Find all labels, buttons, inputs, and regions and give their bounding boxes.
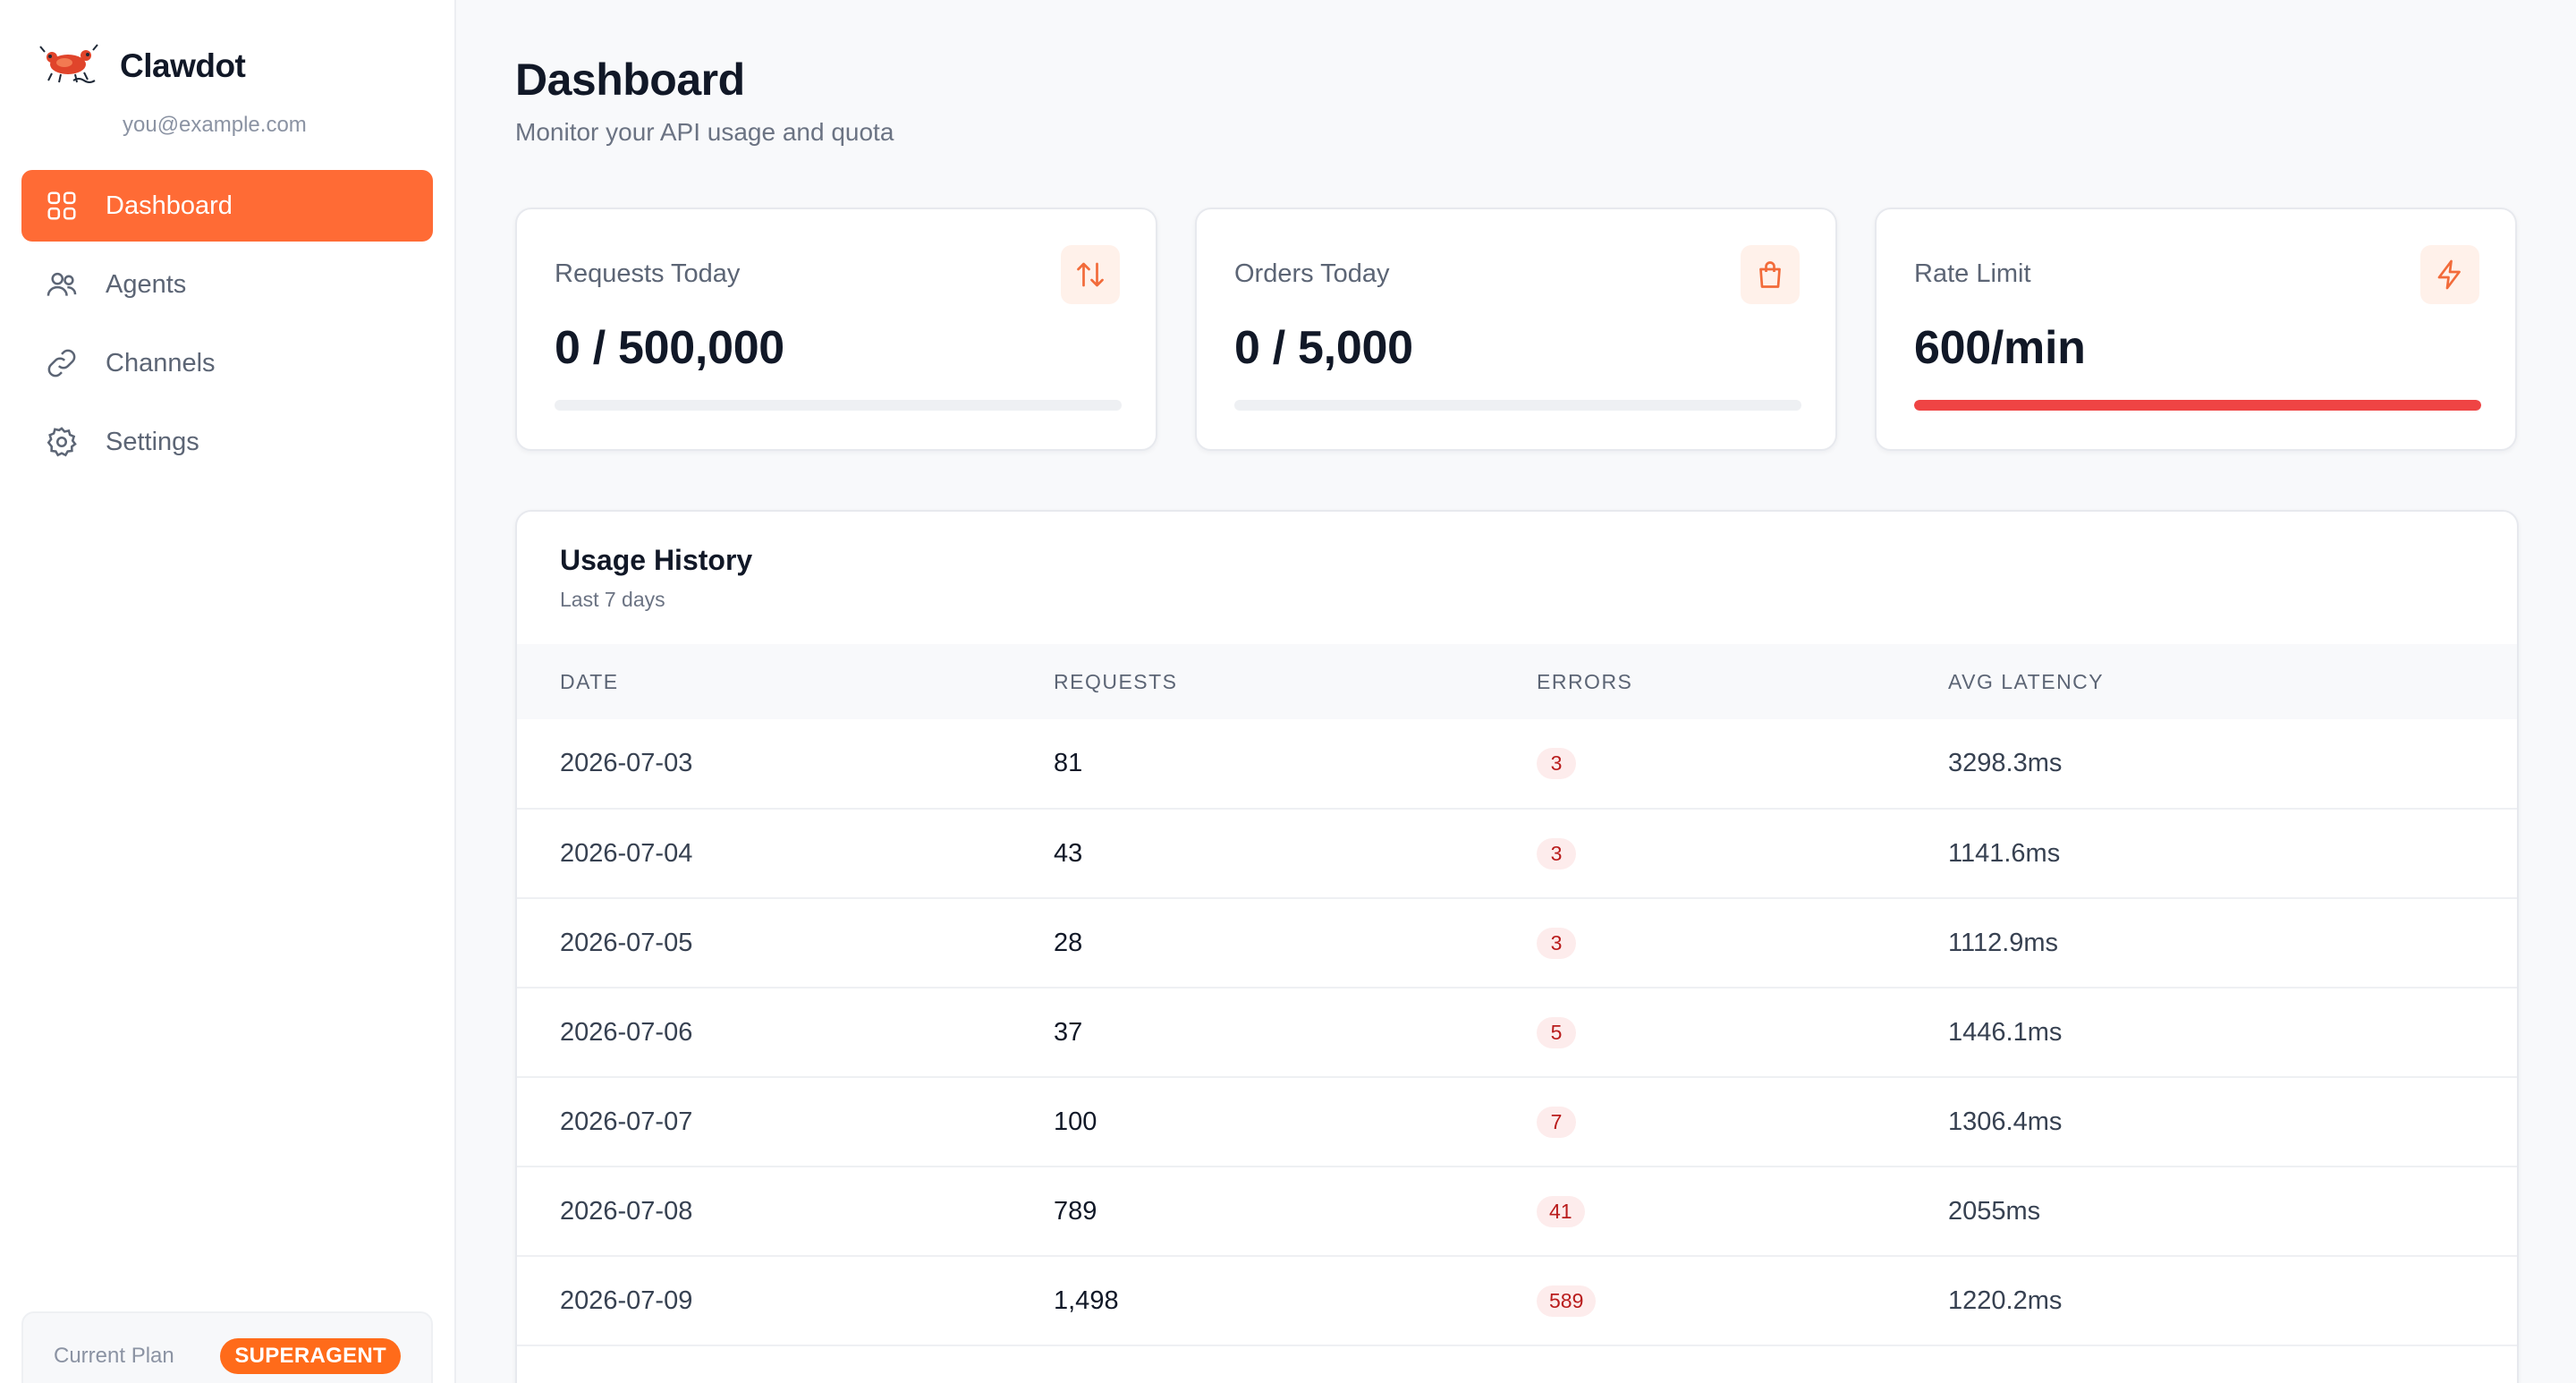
sidebar-item-dashboard[interactable]: Dashboard — [21, 170, 433, 242]
cell-errors: 41 — [1537, 1167, 1948, 1256]
cell-errors: 3 — [1537, 809, 1948, 898]
plan-label: Current Plan — [54, 1344, 174, 1368]
cell-requests: 789 — [1054, 1196, 1097, 1226]
sidebar-item-label: Channels — [106, 348, 216, 378]
error-badge: 41 — [1537, 1195, 1585, 1227]
table-row: 2026-07-05 28 3 1112.9ms — [517, 898, 2517, 988]
error-badge: 7 — [1537, 1106, 1576, 1138]
sidebar: Clawdot you@example.com Dashboard — [0, 0, 456, 1383]
sidebar-item-settings[interactable]: Settings — [21, 406, 433, 478]
cell-requests: 81 — [1054, 749, 1083, 777]
main-content: Dashboard Monitor your API usage and quo… — [456, 0, 2576, 1383]
sidebar-item-label: Dashboard — [106, 191, 233, 220]
cell-date: 2026-07-04 — [560, 838, 693, 868]
cell-latency: 1446.1ms — [1948, 1017, 2063, 1047]
brand[interactable]: Clawdot — [21, 32, 433, 100]
cell-date: 2026-07-03 — [560, 749, 693, 777]
cell-date: 2026-07-06 — [560, 1017, 693, 1047]
clawdot-logo — [39, 44, 98, 83]
sidebar-item-label: Settings — [106, 427, 199, 456]
table-header-row: Date Requests Errors Avg Latency — [517, 644, 2517, 719]
table-row: 2026-07-08 789 41 2055ms — [517, 1167, 2517, 1256]
cell-latency: 1141.6ms — [1948, 838, 2061, 868]
progress-bar — [555, 400, 1122, 411]
page-subtitle: Monitor your API usage and quota — [515, 118, 894, 146]
section-title: Usage History — [560, 544, 753, 576]
progress-bar — [1914, 400, 2481, 411]
column-header-errors[interactable]: Errors — [1537, 669, 1633, 693]
user-email: you@example.com — [123, 113, 307, 137]
stats-row: Requests Today 0 / 500,000 Orders Today — [515, 208, 2519, 451]
cell-errors: 7 — [1537, 1077, 1948, 1167]
lightning-icon — [2420, 245, 2479, 304]
cell-requests: 1,498 — [1054, 1285, 1119, 1315]
cell-errors: 5 — [1537, 988, 1948, 1077]
cell-latency: 1220.2ms — [1948, 1285, 2063, 1315]
usage-history-table: Date Requests Errors Avg Latency 2026-07… — [517, 644, 2517, 1346]
progress-fill — [1914, 400, 2481, 411]
table-row: 2026-07-03 81 3 3298.3ms — [517, 719, 2517, 809]
users-icon — [45, 267, 79, 301]
cell-errors: 3 — [1537, 719, 1948, 809]
cell-latency: 1112.9ms — [1948, 928, 2059, 957]
stat-label: Rate Limit — [1914, 259, 2031, 288]
cell-requests: 100 — [1054, 1107, 1097, 1136]
stat-card-orders: Orders Today 0 / 5,000 — [1195, 208, 1837, 451]
plan-badge[interactable]: SUPERAGENT — [220, 1338, 401, 1374]
stat-label: Requests Today — [555, 259, 741, 288]
cell-date: 2026-07-09 — [560, 1285, 693, 1315]
page-title: Dashboard — [515, 55, 745, 105]
sidebar-nav: Dashboard Agents Channel — [21, 170, 433, 478]
error-badge: 589 — [1537, 1285, 1597, 1317]
gear-icon — [45, 425, 79, 459]
arrows-up-down-icon — [1061, 245, 1120, 304]
column-header-date[interactable]: Date — [560, 669, 619, 693]
grid-icon — [45, 189, 79, 223]
error-badge: 3 — [1537, 837, 1576, 870]
stat-card-rate-limit: Rate Limit 600/min — [1875, 208, 2517, 451]
error-badge: 3 — [1537, 927, 1576, 959]
usage-history-header: Usage History Last 7 days — [517, 512, 2517, 644]
stat-value: 0 / 500,000 — [555, 322, 784, 374]
cell-date: 2026-07-07 — [560, 1107, 693, 1136]
column-header-requests[interactable]: Requests — [1054, 669, 1178, 693]
sidebar-item-channels[interactable]: Channels — [21, 327, 433, 399]
cell-requests: 37 — [1054, 1017, 1083, 1047]
table-row: 2026-07-04 43 3 1141.6ms — [517, 809, 2517, 898]
brand-name: Clawdot — [120, 47, 246, 84]
sidebar-item-label: Agents — [106, 269, 187, 299]
progress-bar — [1234, 400, 1801, 411]
table-row: 2026-07-09 1,498 589 1220.2ms — [517, 1256, 2517, 1345]
error-badge: 5 — [1537, 1016, 1576, 1048]
link-icon — [45, 346, 79, 380]
cell-date: 2026-07-05 — [560, 928, 693, 957]
column-header-avg-latency[interactable]: Avg Latency — [1948, 669, 2105, 693]
shopping-bag-icon — [1741, 245, 1800, 304]
section-subtitle: Last 7 days — [560, 588, 665, 611]
table-row: 2026-07-07 100 7 1306.4ms — [517, 1077, 2517, 1167]
table-row: 2026-07-06 37 5 1446.1ms — [517, 988, 2517, 1077]
cell-date: 2026-07-08 — [560, 1196, 693, 1226]
stat-value: 0 / 5,000 — [1234, 322, 1413, 374]
sidebar-item-agents[interactable]: Agents — [21, 249, 433, 320]
stat-label: Orders Today — [1234, 259, 1390, 288]
cell-latency: 3298.3ms — [1948, 749, 2063, 777]
cell-errors: 3 — [1537, 898, 1948, 988]
cell-latency: 1306.4ms — [1948, 1107, 2063, 1136]
error-badge: 3 — [1537, 748, 1576, 779]
cell-requests: 43 — [1054, 838, 1083, 868]
stat-value: 600/min — [1914, 322, 2086, 374]
cell-errors: 589 — [1537, 1256, 1948, 1345]
stat-card-requests: Requests Today 0 / 500,000 — [515, 208, 1157, 451]
current-plan: Current Plan SUPERAGENT — [21, 1311, 433, 1383]
cell-latency: 2055ms — [1948, 1196, 2041, 1226]
usage-history-card: Usage History Last 7 days Date Requests … — [515, 510, 2519, 1383]
cell-requests: 28 — [1054, 928, 1083, 957]
